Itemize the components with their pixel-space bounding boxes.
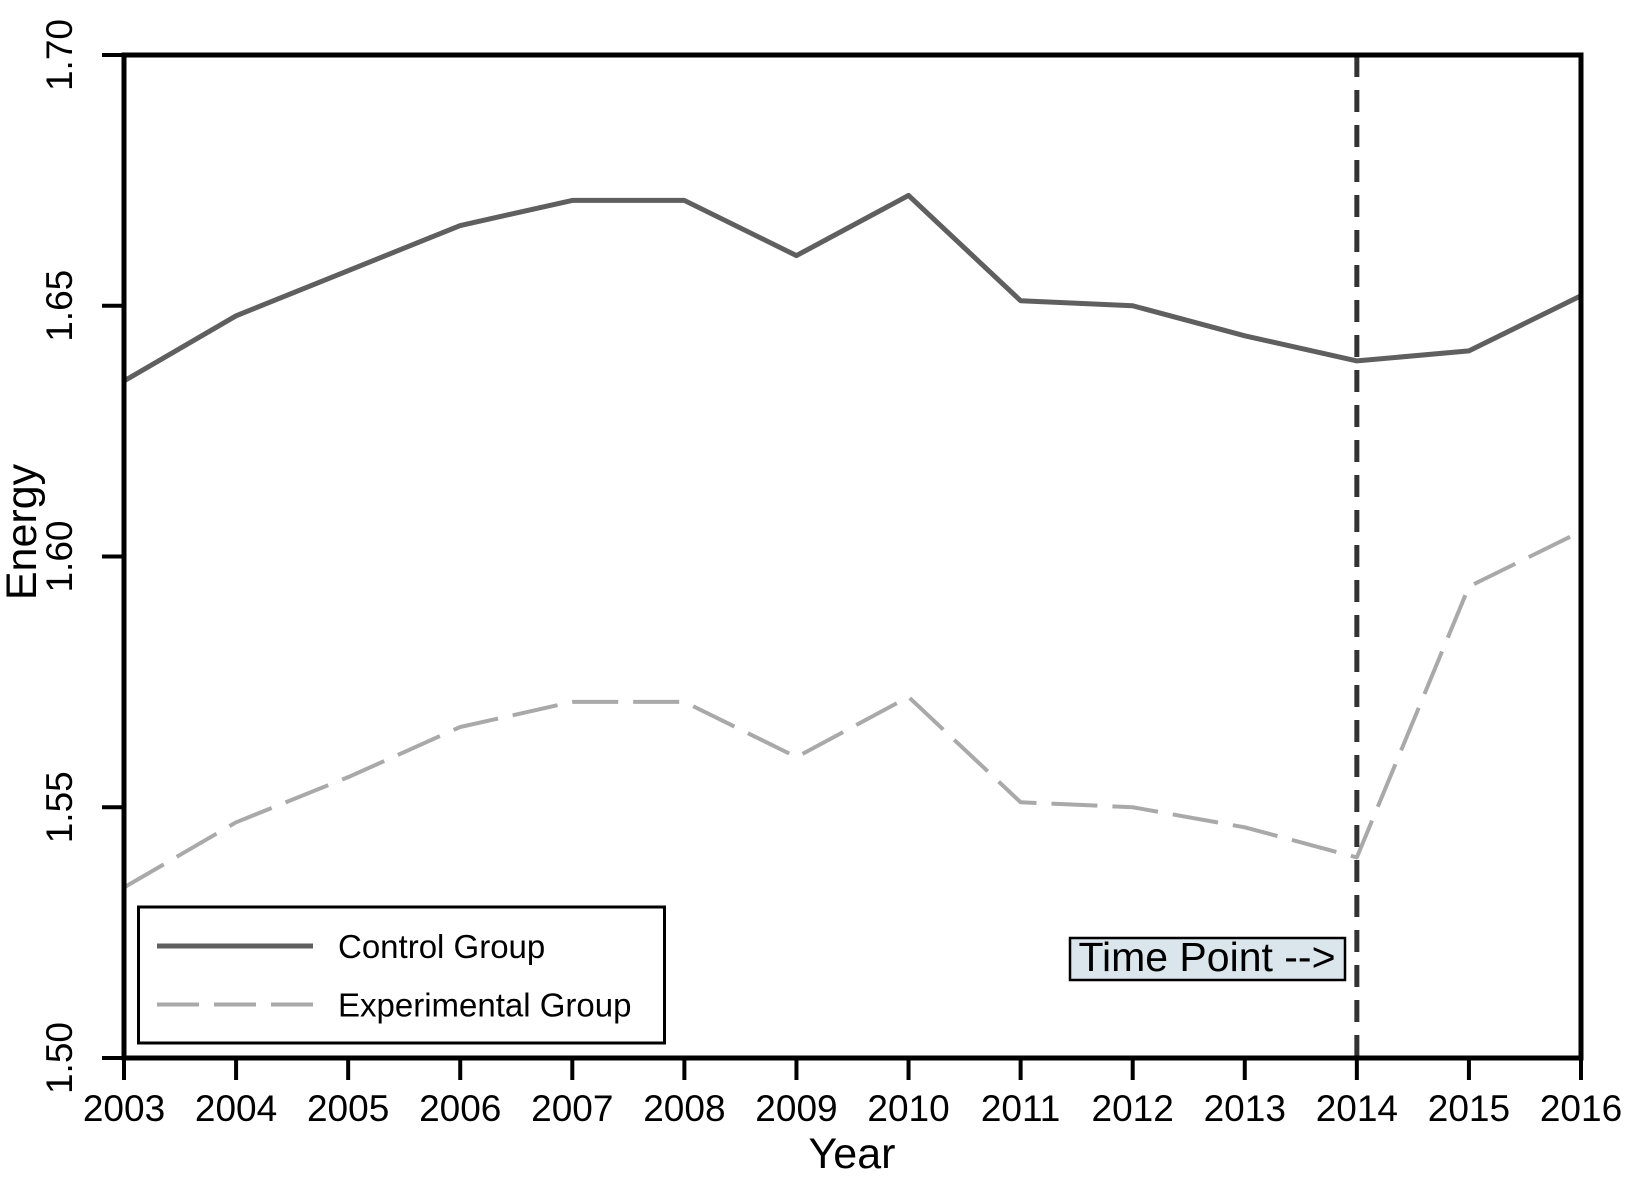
x-tick-label: 2012 — [1092, 1088, 1174, 1129]
x-tick-label: 2006 — [419, 1088, 501, 1129]
x-tick-label: 2010 — [867, 1088, 949, 1129]
y-tick-label: 1.70 — [39, 19, 80, 91]
y-tick-label: 1.65 — [39, 270, 80, 342]
y-tick-label: 1.60 — [39, 520, 80, 592]
y-axis-title: Energy — [0, 463, 46, 600]
time-point-annotation: Time Point --> — [1068, 934, 1347, 982]
x-tick-label: 2003 — [83, 1088, 165, 1129]
x-tick-label: 2015 — [1428, 1088, 1510, 1129]
plot-background — [124, 55, 1581, 1058]
x-axis-title: Year — [809, 1130, 896, 1178]
x-tick-label: 2008 — [643, 1088, 725, 1129]
legend-box — [137, 905, 666, 1045]
control-group-line — [122, 192, 1583, 384]
x-tick-label: 2013 — [1204, 1088, 1286, 1129]
x-tick-label: 2007 — [531, 1088, 613, 1129]
time-point-label-box — [1068, 936, 1347, 982]
x-tick-label: 2016 — [1540, 1088, 1622, 1129]
x-tick-label: 2011 — [981, 1088, 1061, 1129]
x-tick-label: 2009 — [755, 1088, 837, 1129]
x-tick-label: 2004 — [195, 1088, 277, 1129]
plot-frame — [121, 52, 1584, 1061]
legend-label-experimental: Experimental Group — [338, 987, 631, 1024]
y-tick-label: 1.50 — [39, 1022, 80, 1094]
x-tick-label: 2014 — [1316, 1088, 1398, 1129]
x-tick-label: 2005 — [307, 1088, 389, 1129]
experimental-group-line — [122, 529, 1582, 890]
legend: Control Group Experimental Group — [137, 905, 666, 1045]
time-point-label: Time Point --> — [1078, 934, 1335, 980]
y-tick-label: 1.55 — [39, 771, 80, 843]
legend-label-control: Control Group — [338, 928, 545, 965]
